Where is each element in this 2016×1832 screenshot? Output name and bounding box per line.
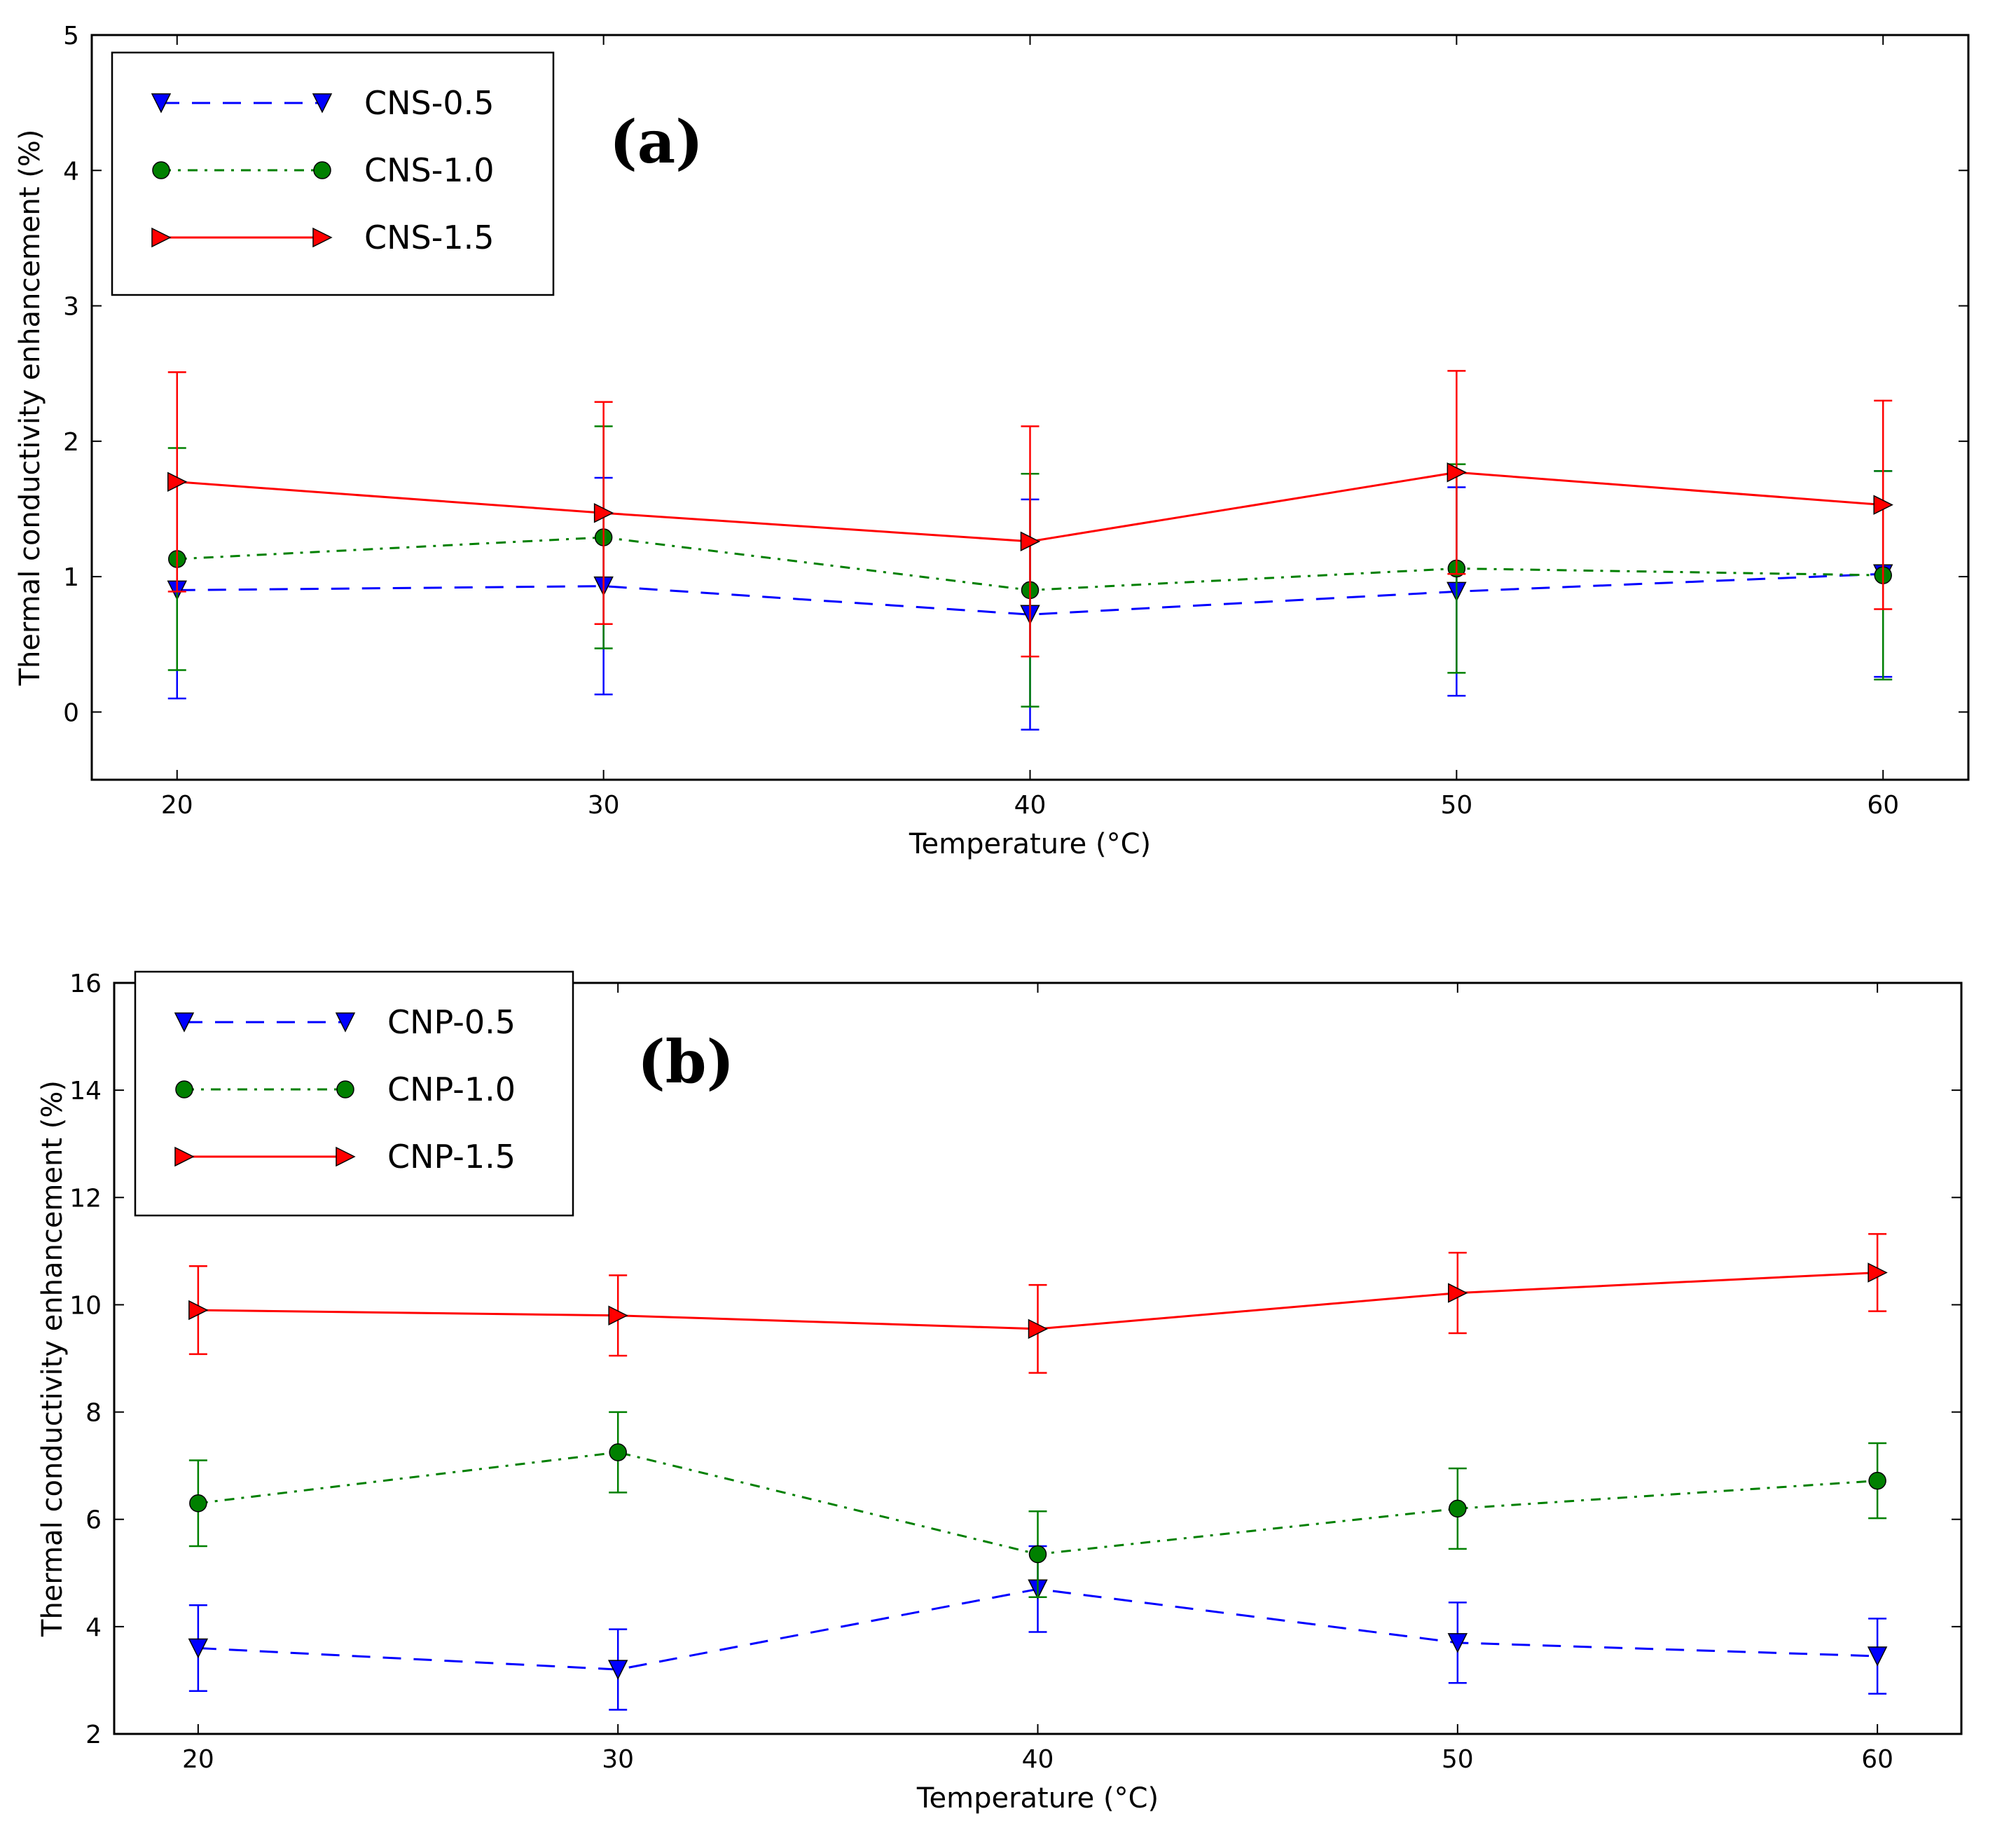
b-legend-marker [335,1012,356,1033]
b-legend-marker [174,1012,195,1033]
b-ytick-label: 4 [85,1613,102,1642]
b-ytick-label: 2 [85,1721,102,1749]
a-data-point [1447,462,1468,483]
a-legend-box [111,51,555,296]
a-legend-marker [151,227,172,248]
b-y-axis-label: Thermal conductivity enhancement (%) [36,1080,69,1637]
b-data-point [1867,1646,1888,1667]
a-legend-marker [313,161,331,179]
b-data-point [1447,1633,1468,1653]
b-data-point [188,1638,209,1659]
b-data-point [188,1300,209,1321]
b-legend-label: CNP-1.5 [387,1138,516,1176]
a-legend-label: CNS-1.5 [364,219,494,256]
a-x-axis-label: Temperature (°C) [909,828,1151,860]
a-ytick-label: 1 [63,563,79,592]
b-data-point [607,1660,628,1680]
a-xtick-label: 20 [161,791,193,820]
b-legend-label: CNP-0.5 [387,1003,516,1041]
b-xtick-label: 30 [602,1745,634,1774]
a-legend-marker [152,161,170,179]
b-series-CNP-1.0 [188,1411,1887,1598]
b-xtick-label: 50 [1442,1745,1474,1774]
b-legend-marker [174,1146,195,1167]
b-data-point [1867,1262,1888,1283]
a-xtick-label: 60 [1867,791,1899,820]
chart-a: 20 30 40 50 60 0 1 2 3 4 5 Temperature (°C) Thermal … [14,22,1970,860]
b-legend-marker [175,1080,193,1098]
a-ytick-label: 2 [63,428,79,457]
b-ytick-label: 16 [69,970,102,998]
a-data-point [167,471,188,493]
b-ytick-label: 10 [69,1291,102,1320]
b-data-point [189,1494,207,1513]
b-ytick-label: 6 [85,1506,102,1535]
a-legend-marker [312,227,333,248]
a-legend-marker [151,93,172,113]
a-panel-label: (a) [609,107,703,177]
b-legend-marker [336,1080,354,1098]
a-legend-marker [312,93,333,113]
b-data-point [1868,1471,1886,1490]
b-legend-box [134,970,574,1217]
b-data-point [1028,1318,1049,1339]
a-ytick-label: 5 [63,22,79,50]
b-xtick-label: 20 [182,1745,214,1774]
b-xtick-label: 40 [1022,1745,1054,1774]
a-legend-label: CNS-0.5 [364,84,494,122]
a-ytick-label: 0 [63,698,79,727]
b-x-axis-label: Temperature (°C) [916,1782,1159,1814]
b-ytick-label: 8 [85,1399,102,1428]
b-data-point [609,1443,627,1461]
b-data-point [1448,1283,1468,1303]
b-data-point [608,1305,628,1325]
a-data-point [1020,531,1041,552]
b-ytick-label: 14 [69,1077,102,1106]
a-plot-frame [90,34,1970,781]
b-legend-label: CNP-1.0 [387,1070,516,1108]
a-ytick-label: 4 [63,157,79,186]
a-xtick-label: 30 [588,791,620,820]
a-xtick-label: 50 [1440,791,1472,820]
a-series-CNS-1.5 [167,370,1893,658]
b-panel-label: (b) [637,1027,734,1096]
b-legend-marker [336,1146,356,1167]
b-legend: CNP-0.5 CNP-1.0 CNP-1.5 [134,970,574,1217]
b-series-CNP-1.5 [188,1233,1888,1374]
a-data-point [1873,495,1893,515]
b-data-point [1449,1499,1467,1518]
b-xtick-label: 60 [1861,1745,1893,1774]
a-ytick-label: 3 [63,293,79,322]
b-ytick-label: 12 [69,1184,102,1213]
chart-b: 20 30 40 50 60 2 4 6 8 10 12 14 16 Temperature (°C) Th… [36,970,1963,1814]
a-legend: CNS-0.5 CNS-1.0 CNS-1.5 [111,51,555,296]
a-series-line [177,572,1884,616]
a-legend-label: CNS-1.0 [364,151,494,189]
a-xtick-label: 40 [1014,791,1047,820]
a-y-axis-label: Thermal conductivity enhancement (%) [14,130,46,687]
a-data-point [593,503,614,523]
b-data-point [1028,1545,1047,1564]
b-plot-frame [113,982,1963,1735]
